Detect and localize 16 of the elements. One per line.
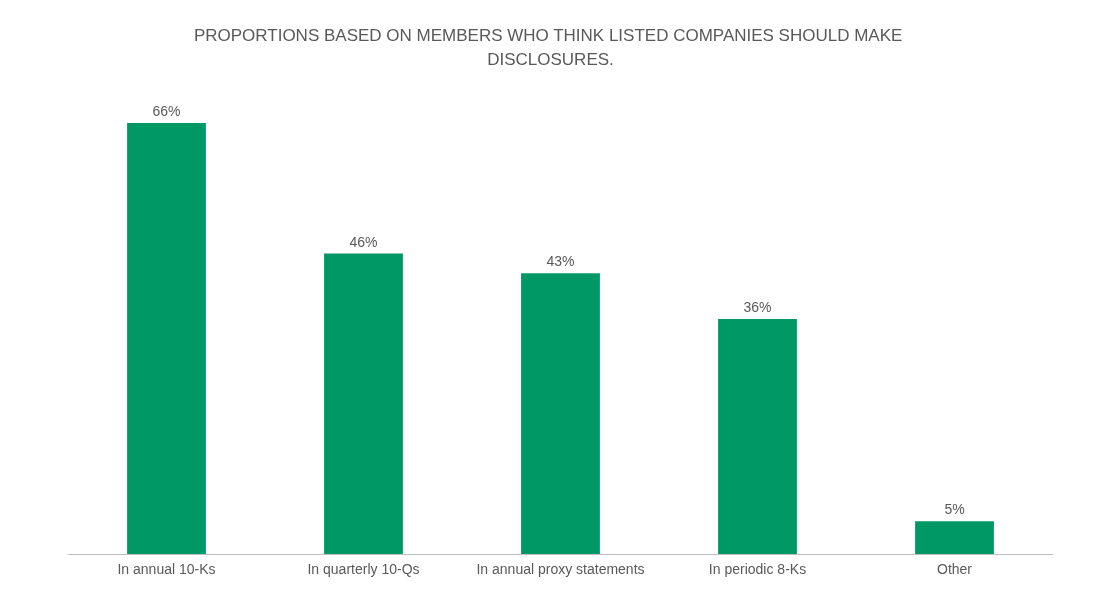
x-tick-label: In quarterly 10-Qs [307,561,420,577]
bar [127,123,206,554]
bar [324,253,403,554]
x-tick-label: In annual proxy statements [476,561,645,577]
x-tick-label: In periodic 8-Ks [708,561,807,577]
bar [718,318,797,554]
chart-title: PROPORTIONS BASED ON MEMBERS WHO THINK LISTED COMPANIES SHOULD MAKE DISCLOSURES. [193,25,908,69]
bar [521,273,600,554]
data-label: 66% [152,103,181,119]
data-label: 36% [743,298,772,315]
data-label: 43% [546,253,575,270]
bar [915,521,994,554]
data-label: 46% [349,233,378,250]
x-tick-label: In annual 10-Ks [117,561,216,577]
x-tick-label: Other [936,561,973,577]
data-label: 5% [944,501,965,518]
